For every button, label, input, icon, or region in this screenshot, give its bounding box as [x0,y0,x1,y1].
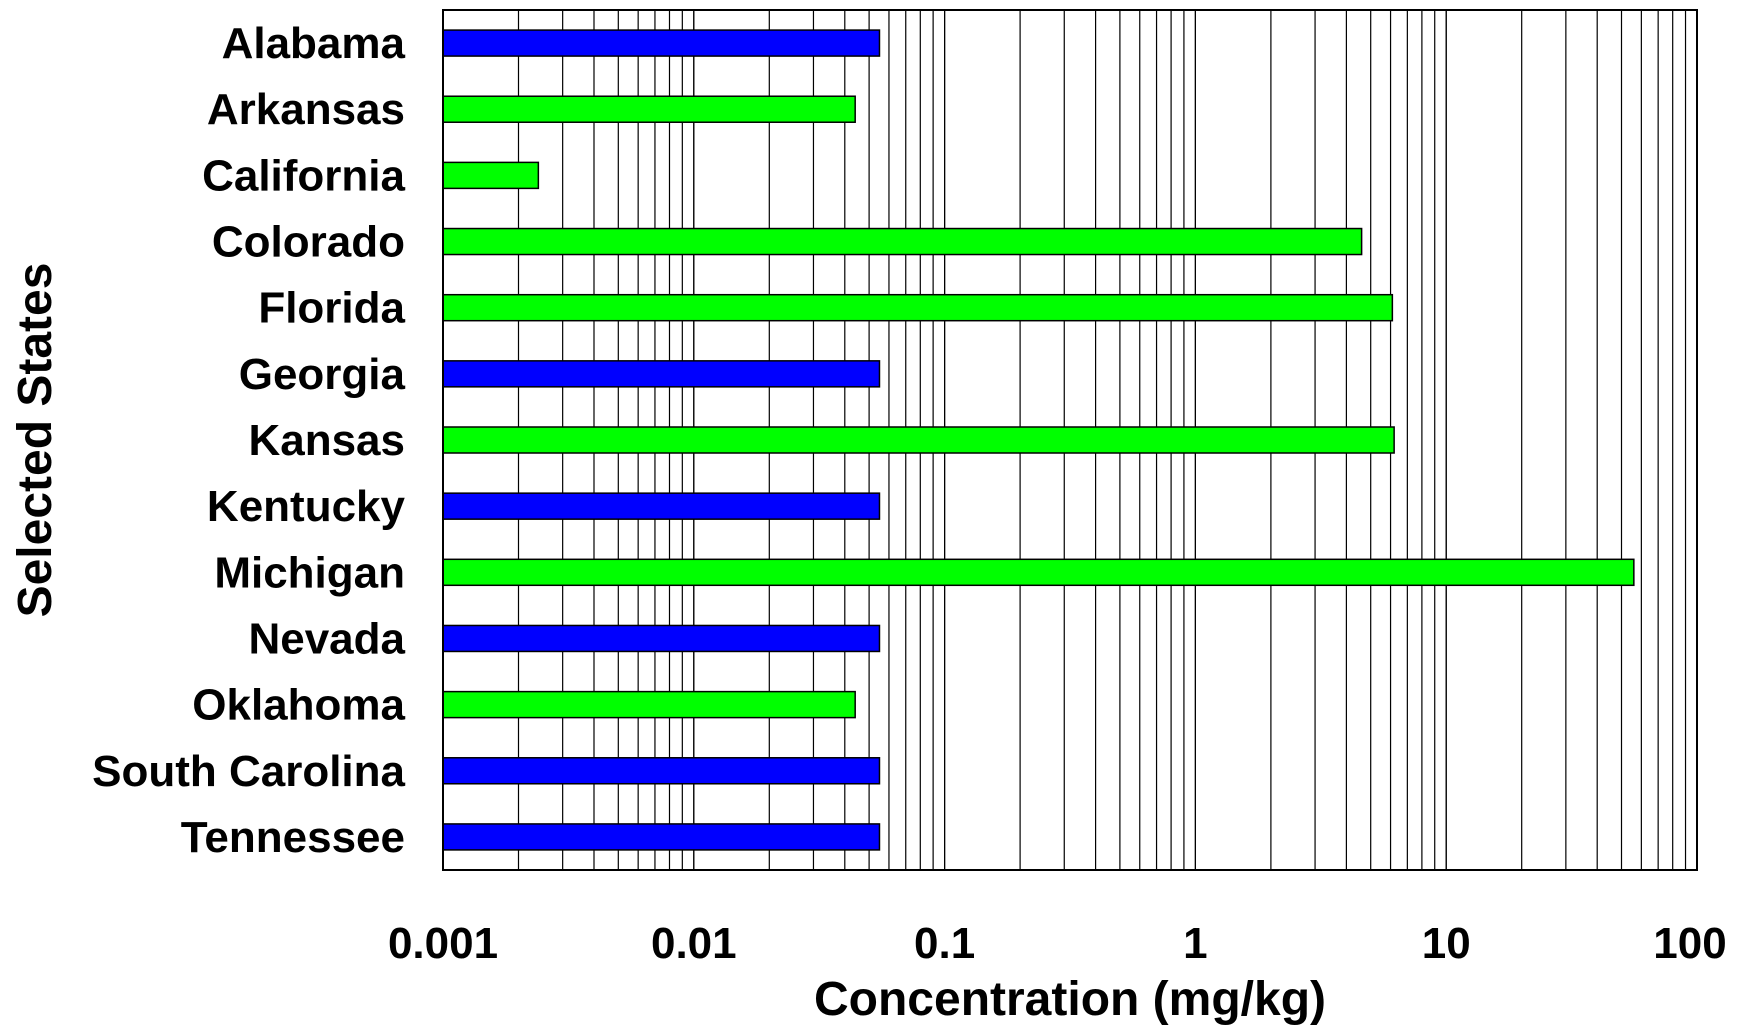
category-label: Colorado [212,218,405,267]
bar-tennessee [442,823,881,851]
y-axis-title: Selected States [9,263,62,618]
bar-kansas [442,426,1395,454]
bar-georgia [442,360,881,388]
category-label: Kansas [248,416,405,465]
category-label: Florida [258,284,405,333]
category-label: Tennessee [181,813,405,862]
x-tick-label: 100 [1653,919,1726,968]
bar-alabama [442,29,881,57]
x-tick-label: 1 [1183,919,1207,968]
bar-arkansas [442,95,856,123]
bar-oklahoma [442,690,856,719]
category-label: Arkansas [207,85,405,134]
bar-michigan [442,558,1635,587]
bars [442,29,1635,851]
category-label: Georgia [239,350,406,399]
bar-south-carolina [442,757,881,785]
category-label: California [202,151,405,200]
bar-florida [442,293,1394,322]
plot-frame [442,9,1698,871]
x-tick-label: 0.1 [914,919,975,968]
bar-california [442,161,540,190]
category-label: Alabama [222,19,406,68]
category-label: Michigan [214,548,405,597]
x-tick-labels: 0.001 0.01 0.1 1 10 100 [388,919,1727,968]
bar-nevada [442,624,881,653]
category-label: Oklahoma [192,681,405,730]
bar-colorado [442,227,1363,256]
x-axis-title: Concentration (mg/kg) [814,973,1326,1026]
x-tick-label: 0.01 [651,919,737,968]
state-labels: Alabama Arkansas California Colorado Florida… [92,19,405,862]
category-label: South Carolina [92,747,405,796]
category-label: Kentucky [207,482,406,531]
x-tick-label: 10 [1422,919,1471,968]
bar-kentucky [442,492,881,520]
category-label: Nevada [248,614,405,663]
x-tick-label: 0.001 [388,919,498,968]
